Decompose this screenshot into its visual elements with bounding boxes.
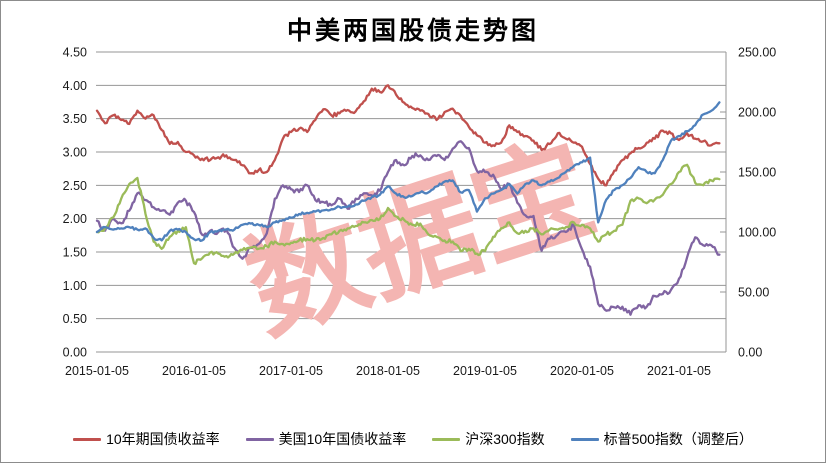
legend: 10年期国债收益率 美国10年国债收益率 沪深300指数 标普500指数（调整后） (1, 429, 825, 449)
x-axis-tick-label: 2015-01-05 (65, 364, 129, 378)
x-axis-tick-label: 2021-01-05 (647, 364, 711, 378)
legend-label: 10年期国债收益率 (106, 431, 220, 447)
legend-label: 标普500指数（调整后） (603, 431, 753, 447)
left-axis-tick-label: 1.00 (63, 279, 87, 293)
chart-title: 中美两国股债走势图 (286, 17, 539, 45)
legend-line-swatch (570, 437, 599, 441)
right-axis-tick-label: 50.00 (738, 286, 769, 300)
x-axis-tick-label: 2016-01-05 (162, 364, 226, 378)
legend-label: 美国10年国债收益率 (278, 431, 407, 447)
legend-item-2: 沪深300指数 (432, 429, 545, 449)
left-axis-tick-label: 3.50 (63, 112, 87, 126)
right-axis-tick-label: 250.00 (738, 46, 776, 60)
right-axis-tick-label: 0.00 (738, 346, 762, 360)
right-axis-tick-label: 150.00 (738, 166, 776, 180)
left-axis-tick-label: 1.50 (63, 246, 87, 260)
x-axis-tick-label: 2017-01-05 (259, 364, 323, 378)
right-axis-tick-label: 100.00 (738, 226, 776, 240)
left-axis-tick-label: 0.00 (63, 346, 87, 360)
left-axis-tick-label: 3.00 (63, 146, 87, 160)
series-line-3 (95, 101, 721, 243)
legend-label: 沪深300指数 (465, 431, 545, 447)
left-axis-tick-label: 4.00 (63, 79, 87, 93)
left-axis-tick-label: 2.50 (63, 179, 87, 193)
legend-item-1: 美国10年国债收益率 (245, 429, 407, 449)
series-line-0 (95, 84, 721, 187)
x-axis-tick-label: 2018-01-05 (356, 364, 420, 378)
legend-item-0: 10年期国债收益率 (73, 429, 220, 449)
left-axis-tick-label: 4.50 (63, 46, 87, 60)
legend-line-swatch (73, 437, 102, 441)
x-axis-tick-label: 2019-01-05 (453, 364, 517, 378)
legend-item-3: 标普500指数（调整后） (570, 429, 753, 449)
series-line-2 (95, 163, 721, 266)
left-axis-tick-label: 0.50 (63, 312, 87, 326)
legend-line-swatch (432, 437, 461, 441)
x-axis-tick-label: 2020-01-05 (550, 364, 614, 378)
series-line-1 (95, 140, 721, 316)
legend-line-swatch (245, 437, 274, 441)
right-axis-tick-label: 200.00 (738, 106, 776, 120)
left-axis-tick-label: 2.00 (63, 212, 87, 226)
